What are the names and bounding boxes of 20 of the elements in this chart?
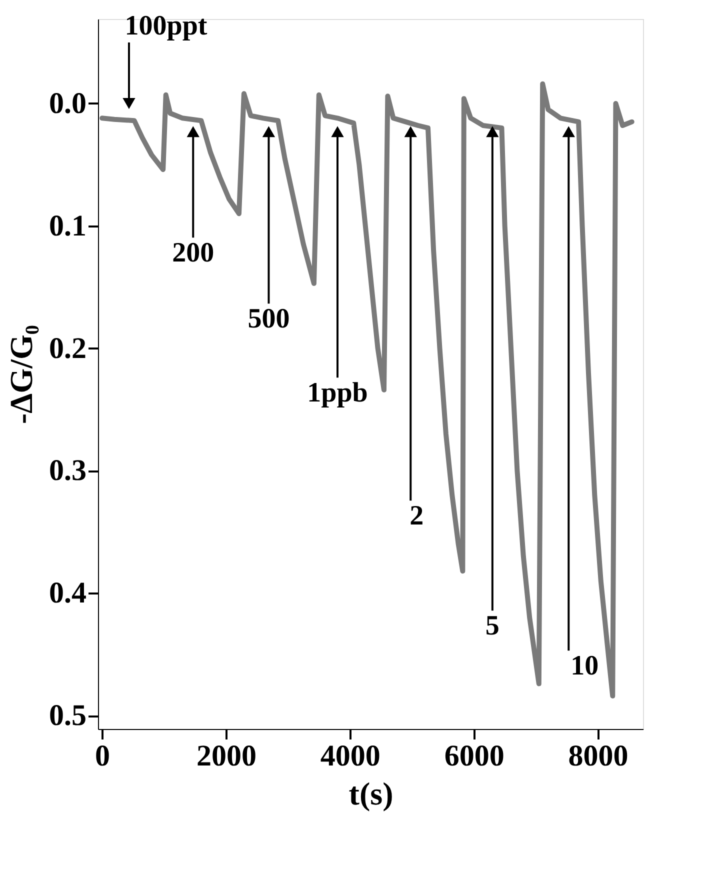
annotation: 10 <box>570 650 599 682</box>
y-tick-label: 0.2 <box>49 332 86 365</box>
annotation: 2 <box>410 500 424 532</box>
y-tick-label: 0.5 <box>49 699 86 732</box>
annotation: 100ppt <box>124 10 208 42</box>
y-tick-label: 0.3 <box>49 454 86 488</box>
x-tick-label: 4000 <box>320 740 380 772</box>
x-tick-label: 8000 <box>568 740 628 772</box>
x-tick-label: 2000 <box>196 740 256 772</box>
y-tick-label: 0.1 <box>49 209 86 242</box>
x-tick-label: 0 <box>95 740 110 772</box>
annotation: 1ppb <box>307 378 368 409</box>
annotation: 200 <box>172 238 214 269</box>
annotation: 5 <box>485 610 500 642</box>
x-axis-title: t(s) <box>348 776 394 812</box>
y-tick-label: 0.0 <box>49 86 86 120</box>
annotation: 500 <box>248 304 290 335</box>
x-tick-label: 6000 <box>444 740 504 772</box>
y-axis-title: -ΔG/G₀ <box>3 325 39 424</box>
y-tick-label: 0.4 <box>49 576 86 610</box>
